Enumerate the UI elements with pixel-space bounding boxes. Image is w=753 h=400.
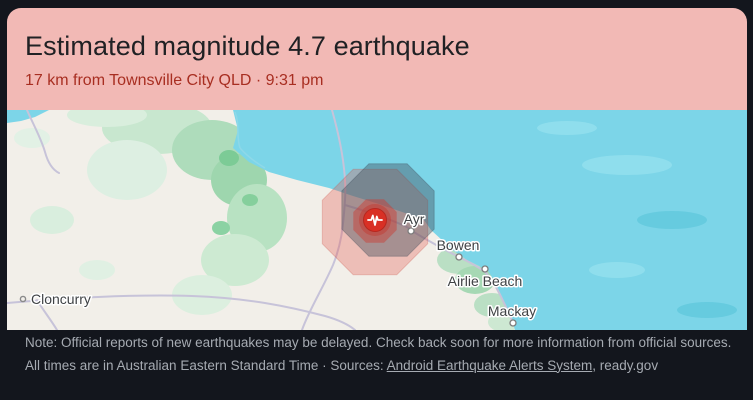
- source-suffix-text: , ready.gov: [592, 357, 659, 373]
- map-reef-patches: [537, 121, 737, 318]
- map-label-bowen: Bowen: [437, 237, 480, 253]
- earthquake-alert-card: Estimated magnitude 4.7 earthquake 17 km…: [7, 8, 747, 330]
- map-town-dots: [19, 227, 517, 327]
- map-town-labels: Ayr Bowen Airlie Beach Mackay Cloncurry: [30, 210, 538, 321]
- disclaimer-footer: Note: Official reports of new earthquake…: [7, 334, 735, 375]
- alert-location-time: 17 km from Townsville City QLD · 9:31 pm: [25, 71, 324, 89]
- map-label-mackay: Mackay: [488, 303, 536, 319]
- page-title: Estimated magnitude 4.7 earthquake: [25, 31, 470, 61]
- town-dot-mackay: [509, 319, 517, 327]
- map-rivers: [234, 111, 266, 169]
- map-gulf-water: [7, 110, 49, 123]
- earthquake-map[interactable]: Ayr Bowen Airlie Beach Mackay Cloncurry: [7, 110, 747, 330]
- map-label-airlie-beach: Airlie Beach: [448, 273, 523, 289]
- map-label-cloncurry: Cloncurry: [31, 291, 91, 307]
- map-canvas: Ayr Bowen Airlie Beach Mackay Cloncurry: [7, 110, 747, 330]
- town-dot-airlie-beach: [481, 265, 489, 273]
- epicenter-marker: [363, 208, 387, 232]
- alert-header: Estimated magnitude 4.7 earthquake 17 km…: [7, 8, 747, 110]
- map-label-ayr: Ayr: [404, 211, 425, 227]
- seismograph-icon: [367, 214, 383, 226]
- source-link-android-earthquake-alerts[interactable]: Android Earthquake Alerts System: [386, 357, 593, 373]
- town-dot-bowen: [455, 253, 463, 261]
- town-dot-ayr: [407, 227, 415, 235]
- map-vegetation: [14, 110, 520, 330]
- timezone-sources-line: All times are in Australian Eastern Stan…: [25, 357, 735, 376]
- timezone-text: All times are in Australian Eastern Stan…: [25, 357, 387, 373]
- town-dot-cloncurry: [19, 295, 27, 303]
- delay-note: Note: Official reports of new earthquake…: [25, 335, 732, 350]
